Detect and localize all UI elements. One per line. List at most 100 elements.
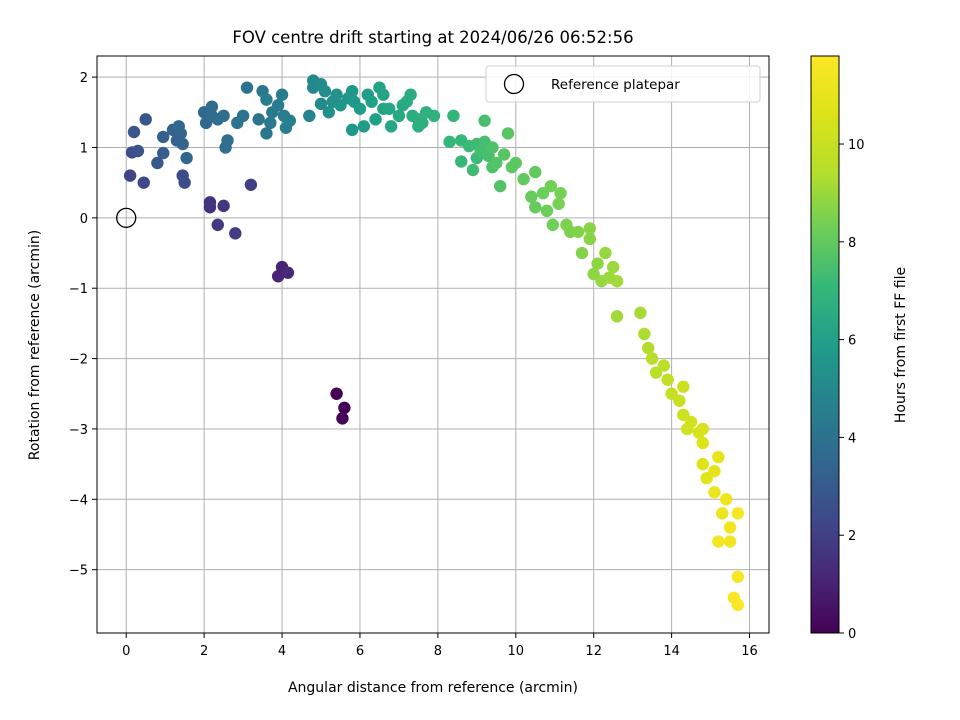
- data-point: [314, 77, 328, 91]
- data-point: [330, 387, 343, 400]
- plot-area-frame: [96, 55, 770, 634]
- reference-platepar-marker: [116, 207, 137, 228]
- data-point: [281, 266, 295, 279]
- data-point: [236, 109, 250, 123]
- data-point: [369, 113, 382, 126]
- data-point: [525, 190, 538, 203]
- data-point: [353, 102, 367, 115]
- data-point: [494, 179, 507, 193]
- x-tick-label: 12: [585, 644, 602, 659]
- data-point: [546, 218, 559, 232]
- data-point: [330, 88, 343, 101]
- data-point: [661, 373, 674, 386]
- y-tick-label: −5: [69, 564, 88, 579]
- y-axis-label: Rotation from reference (arcmin): [27, 230, 43, 460]
- data-point: [731, 598, 745, 612]
- y-tick-label: −1: [69, 282, 88, 297]
- data-point: [178, 176, 191, 189]
- data-point: [677, 380, 690, 393]
- colorbar-ticks: 0 2 4 6 8 10: [839, 138, 865, 642]
- data-point: [211, 218, 224, 232]
- data-point: [443, 135, 456, 149]
- data-point: [157, 146, 170, 160]
- data-point: [271, 270, 285, 283]
- data-point: [529, 201, 542, 214]
- y-tick-label: 0: [80, 212, 88, 227]
- data-point: [176, 137, 189, 151]
- data-point: [478, 114, 491, 127]
- data-point: [708, 486, 721, 499]
- data-point: [716, 507, 729, 520]
- data-point: [264, 116, 277, 130]
- data-point: [486, 141, 499, 154]
- data-point: [571, 225, 585, 239]
- data-point: [638, 327, 651, 341]
- data-point: [283, 114, 297, 127]
- data-point: [544, 179, 558, 193]
- data-point: [384, 120, 398, 133]
- scatter-points: [123, 74, 745, 612]
- data-point: [382, 102, 396, 115]
- data-point: [554, 187, 567, 200]
- data-point: [240, 81, 254, 94]
- legend-box: [485, 65, 761, 103]
- data-point: [657, 359, 671, 372]
- data-point: [275, 88, 289, 101]
- data-point: [490, 156, 503, 170]
- data-point: [157, 130, 170, 144]
- data-point: [634, 306, 647, 320]
- data-point: [696, 436, 709, 450]
- data-point: [673, 394, 686, 407]
- data-point: [645, 352, 659, 365]
- y-tick-label: 1: [80, 141, 88, 156]
- x-tick-label: 4: [278, 644, 286, 659]
- data-point: [345, 123, 359, 137]
- data-point: [696, 422, 709, 436]
- x-tick-label: 14: [663, 644, 680, 659]
- data-point: [139, 113, 152, 126]
- data-point: [708, 464, 721, 478]
- data-point: [217, 109, 230, 123]
- data-point: [151, 156, 164, 170]
- data-point: [696, 457, 709, 471]
- x-axis-label: Angular distance from reference (arcmin): [288, 680, 578, 696]
- data-point: [271, 99, 285, 112]
- data-point: [137, 176, 150, 189]
- data-point: [416, 116, 429, 130]
- colorbar-tick-label: 6: [848, 334, 856, 349]
- data-point: [365, 95, 378, 108]
- data-point: [252, 113, 265, 126]
- x-axis-ticks: 0 2 4 6 8 10 12 14 16: [122, 633, 758, 659]
- data-point: [180, 151, 193, 165]
- data-point: [172, 120, 186, 133]
- y-tick-label: −2: [69, 353, 88, 368]
- x-tick-label: 8: [434, 644, 442, 659]
- data-point: [723, 535, 737, 548]
- data-point: [260, 93, 273, 106]
- data-point: [336, 412, 349, 425]
- data-point: [575, 246, 589, 260]
- data-point: [345, 84, 359, 98]
- data-point: [731, 507, 745, 520]
- data-point: [127, 125, 141, 139]
- chart-title: FOV centre drift starting at 2024/06/26 …: [232, 28, 633, 47]
- data-point: [552, 197, 565, 210]
- data-point: [591, 257, 604, 270]
- grid-lines: [97, 56, 769, 633]
- data-point: [338, 401, 351, 415]
- y-tick-label: −3: [69, 423, 88, 438]
- legend-reference-marker: [503, 73, 525, 95]
- data-point: [123, 169, 137, 182]
- data-point: [583, 232, 596, 246]
- colorbar: [810, 55, 840, 634]
- data-point: [219, 141, 232, 154]
- data-point: [229, 227, 242, 240]
- data-point: [427, 109, 441, 123]
- data-point: [392, 109, 406, 123]
- data-point: [357, 120, 371, 133]
- data-point: [599, 246, 612, 260]
- data-point: [509, 156, 522, 170]
- data-point: [455, 155, 468, 168]
- data-point: [466, 163, 480, 177]
